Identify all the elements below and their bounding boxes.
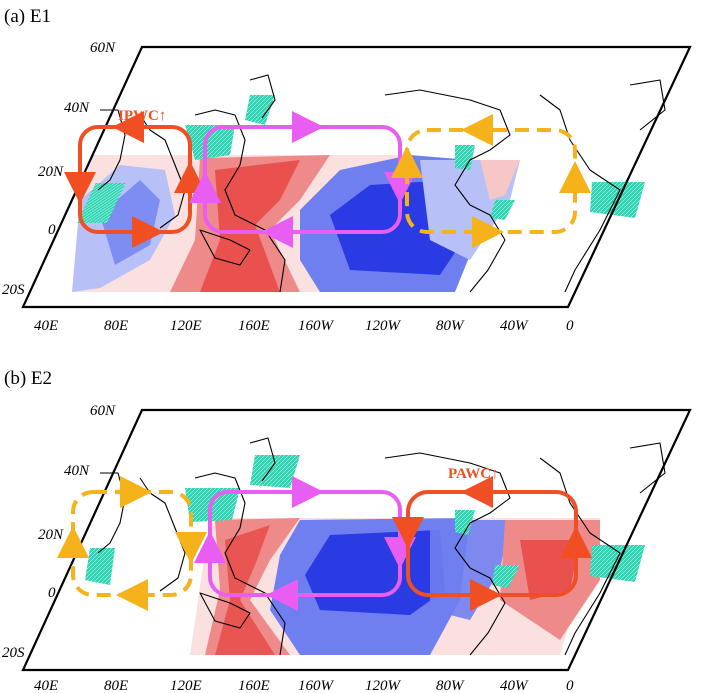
lon-labels: 40E 80E 120E 160E 160W 120W 80W 40W 0 xyxy=(34,318,574,334)
lon-label: 40W xyxy=(500,678,529,693)
map-frame xyxy=(21,45,692,309)
lon-label: 120W xyxy=(365,678,402,693)
lon-label: 80W xyxy=(436,318,465,334)
walker-cells xyxy=(57,476,592,611)
significant-regions xyxy=(77,95,645,223)
lon-label: 120W xyxy=(365,318,402,334)
circulation-annotation: PAWC↑ xyxy=(448,466,499,482)
lat-label: 60N xyxy=(90,403,116,419)
lat-label: 20N xyxy=(38,164,64,180)
lon-label: 80W xyxy=(436,678,465,693)
panel-label: (b) E2 xyxy=(4,368,52,389)
lon-label: 40E xyxy=(34,678,58,693)
lon-label: 0 xyxy=(566,318,574,334)
lat-label: 20N xyxy=(38,527,64,543)
lat-label: 40N xyxy=(64,463,90,479)
lat-label: 40N xyxy=(64,100,90,116)
lat-labels: 60N 40N 20N 0 20S xyxy=(2,403,116,661)
lon-label: 160E xyxy=(238,318,270,334)
lon-label: 120E xyxy=(170,318,202,334)
lat-label: 0 xyxy=(48,585,56,601)
lon-label: 160E xyxy=(238,678,270,693)
panel-e1: (a) E1 xyxy=(2,6,692,334)
lon-label: 120E xyxy=(170,678,202,693)
lon-label: 40E xyxy=(34,318,58,334)
lon-label: 160W xyxy=(298,318,335,334)
panel-label: (a) E1 xyxy=(4,6,51,27)
lat-label: 60N xyxy=(90,40,116,56)
lat-label: 20S xyxy=(2,645,25,661)
lon-label: 40W xyxy=(500,318,529,334)
lat-label: 0 xyxy=(48,222,56,238)
lon-label: 160W xyxy=(298,678,335,693)
lon-label: 80E xyxy=(104,318,128,334)
sst-anomaly-field xyxy=(72,155,520,292)
lon-label: 0 xyxy=(566,678,574,693)
walker-cells xyxy=(64,111,591,248)
lat-labels: 60N 40N 20N 0 20S xyxy=(2,40,116,298)
lon-labels: 40E 80E 120E 160E 160W 120W 80W 40W 0 xyxy=(34,678,574,693)
circulation-annotation: IPWC↑ xyxy=(118,108,166,124)
map-frame xyxy=(21,408,692,672)
panel-e2: (b) E2 xyxy=(2,368,692,693)
lon-label: 80E xyxy=(104,678,128,693)
lat-label: 20S xyxy=(2,282,25,298)
